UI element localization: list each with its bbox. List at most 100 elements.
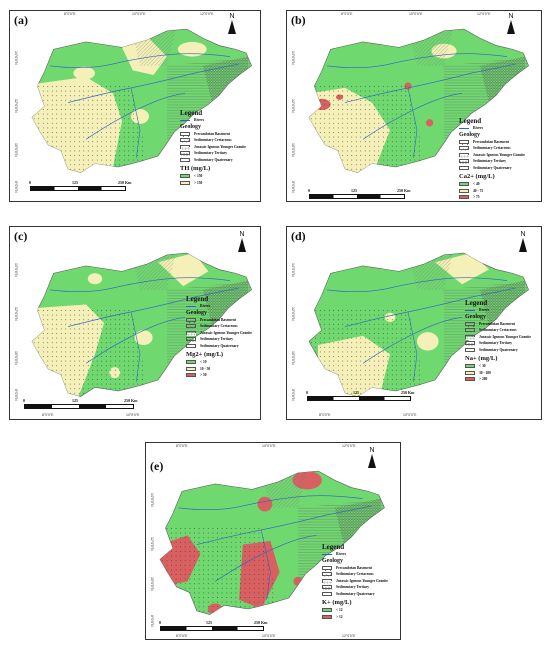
map-panel-a: (a) 8°0'0"E 10°0'0"E 12°0'0"E 14°0'0"N 1…: [9, 10, 261, 202]
legend-geology-item: Sedimentary Quaternary: [465, 347, 531, 354]
coord-top: 12°0'0"E: [200, 12, 214, 16]
legend-geology-item: Precambrian Basement: [459, 139, 525, 146]
legend-class: < 150: [180, 173, 246, 180]
river-line-icon: [186, 305, 196, 307]
legend-rivers: Rivers: [322, 551, 388, 558]
legend-class: > 75: [459, 194, 525, 201]
legend-rivers: Rivers: [186, 303, 252, 310]
choropleth-map: [31, 252, 253, 397]
scale-bar: 0 125 250 Km: [23, 397, 137, 409]
scale-bar: 0 125 250 Km: [159, 619, 267, 631]
north-label: N: [229, 13, 235, 20]
map-panel-d: (d) 14°0'0"N 12°0'0"N 10°0'0"N 8°0'0"N N: [286, 226, 542, 420]
coord-bottom: 10°0'0"E: [403, 413, 417, 417]
geology-title: Geology: [186, 309, 207, 316]
coord-bottom: 8°0'0"E: [176, 634, 188, 638]
legend-title: Legend: [186, 295, 209, 303]
map-panel-c: (c) 14°0'0"N 12°0'0"N 10°0'0"N 8°0'0"N: [9, 226, 261, 420]
river-line-icon: [180, 119, 190, 121]
north-arrow: N: [519, 231, 527, 252]
panel-label: (d): [291, 229, 306, 243]
legend-geology-item: Sedimentary Cretaceous: [465, 327, 531, 334]
legend: Legend Rivers Geology Precambrian Baseme…: [322, 543, 388, 620]
coord-bottom: 10°0'0"E: [262, 634, 276, 638]
legend-geology-item: Jurassic Igneous Younger Granite: [322, 578, 388, 585]
choropleth-map: [31, 28, 253, 173]
legend-class: 40 - 75: [459, 188, 525, 195]
parameter-title: Mg2+ (mg/L): [186, 351, 224, 358]
north-arrow-icon: [519, 238, 527, 252]
legend-geology-item: Sedimentary Tertiary: [465, 340, 531, 347]
legend-geology-item: Sedimentary Tertiary: [459, 158, 525, 165]
parameter-title: K+ (mg/L): [322, 599, 352, 606]
coord-bottom: 8°0'0"E: [42, 413, 54, 417]
scale-bar: 0 125 250 Km: [29, 179, 131, 191]
legend-geology-item: Precambrian Basement: [465, 321, 531, 328]
legend-title: Legend: [465, 299, 488, 307]
legend-rivers: Rivers: [465, 307, 531, 314]
coord-bottom: 10°0'0"E: [126, 413, 140, 417]
geology-title: Geology: [459, 131, 480, 138]
coord-top: 8°0'0"E: [341, 12, 353, 16]
legend-geology-item: Sedimentary Tertiary: [180, 150, 246, 157]
north-arrow-icon: [507, 20, 515, 34]
legend-geology-item: Sedimentary Cretaceous: [186, 323, 252, 330]
legend-rivers: Rivers: [459, 125, 525, 132]
legend-class: > 12: [322, 614, 388, 621]
legend: Legend Rivers Geology Precambrian Baseme…: [180, 109, 246, 186]
panel-label: (e): [150, 459, 164, 473]
coord-bottom: 12°0'0"E: [342, 634, 356, 638]
coord-top: 10°0'0"E: [132, 12, 146, 16]
geology-title: Geology: [465, 313, 486, 320]
map-panel-b: (b) 8°0'0"E 10°0'0"E 12°0'0"E 14°0'0"N 1…: [286, 10, 542, 202]
north-arrow: N: [238, 231, 246, 252]
legend-class: 10 - 50: [186, 366, 252, 373]
legend-geology-item: Sedimentary Quaternary: [180, 157, 246, 164]
choropleth-map: [159, 470, 385, 615]
legend-geology-item: Sedimentary Quaternary: [322, 591, 388, 598]
legend-geology-item: Sedimentary Tertiary: [186, 336, 252, 343]
legend-title: Legend: [322, 543, 345, 551]
choropleth-map: [308, 252, 530, 397]
parameter-title: Ca2+ (mg/L): [459, 173, 495, 180]
coord-top: 10°0'0"E: [409, 12, 423, 16]
north-label: N: [239, 231, 245, 238]
north-arrow-icon: [238, 238, 246, 252]
north-label: N: [508, 13, 514, 20]
river-line-icon: [322, 553, 332, 555]
panel-label: (c): [14, 229, 28, 243]
map-panel-e: (e) 8°0'0"E 10°0'0"E 12°0'0"E 14°0'0"N 1…: [145, 442, 401, 640]
legend-title: Legend: [180, 109, 203, 117]
legend-class: > 150: [180, 180, 246, 187]
coord-top: 8°0'0"E: [64, 12, 76, 16]
river-line-icon: [459, 127, 469, 129]
legend-class: 30 - 200: [465, 370, 531, 377]
legend-geology-item: Sedimentary Cretaceous: [180, 137, 246, 144]
legend-title: Legend: [459, 117, 482, 125]
panel-label: (b): [291, 13, 306, 27]
coord-top: 8°0'0"E: [176, 444, 188, 448]
panel-label: (a): [14, 13, 28, 27]
coord-bottom: 8°0'0"E: [319, 413, 331, 417]
legend-geology-item: Jurassic Igneous Younger Granite: [180, 144, 246, 151]
legend-geology-item: Jurassic Igneous Younger Granite: [465, 334, 531, 341]
geology-title: Geology: [180, 123, 201, 130]
north-label: N: [369, 447, 375, 454]
legend-class: < 10: [186, 359, 252, 366]
north-arrow: N: [228, 13, 236, 34]
coord-top: 12°0'0"E: [342, 444, 356, 448]
river-line-icon: [465, 309, 475, 311]
legend-rivers: Rivers: [180, 117, 246, 124]
legend-geology-item: Sedimentary Cretaceous: [322, 571, 388, 578]
north-label: N: [520, 231, 526, 238]
legend-geology-item: Precambrian Basement: [322, 565, 388, 572]
parameter-title: TH (mg/L): [180, 165, 211, 172]
legend-geology-item: Precambrian Basement: [186, 317, 252, 324]
legend-geology-item: Precambrian Basement: [180, 131, 246, 138]
legend-class: < 40: [459, 181, 525, 188]
geology-title: Geology: [322, 557, 343, 564]
north-arrow: N: [507, 13, 515, 34]
north-arrow-icon: [368, 454, 376, 468]
legend-geology-item: Jurassic Igneous Younger Granite: [459, 152, 525, 159]
scale-bar: 0 125 250 Km: [306, 389, 414, 401]
